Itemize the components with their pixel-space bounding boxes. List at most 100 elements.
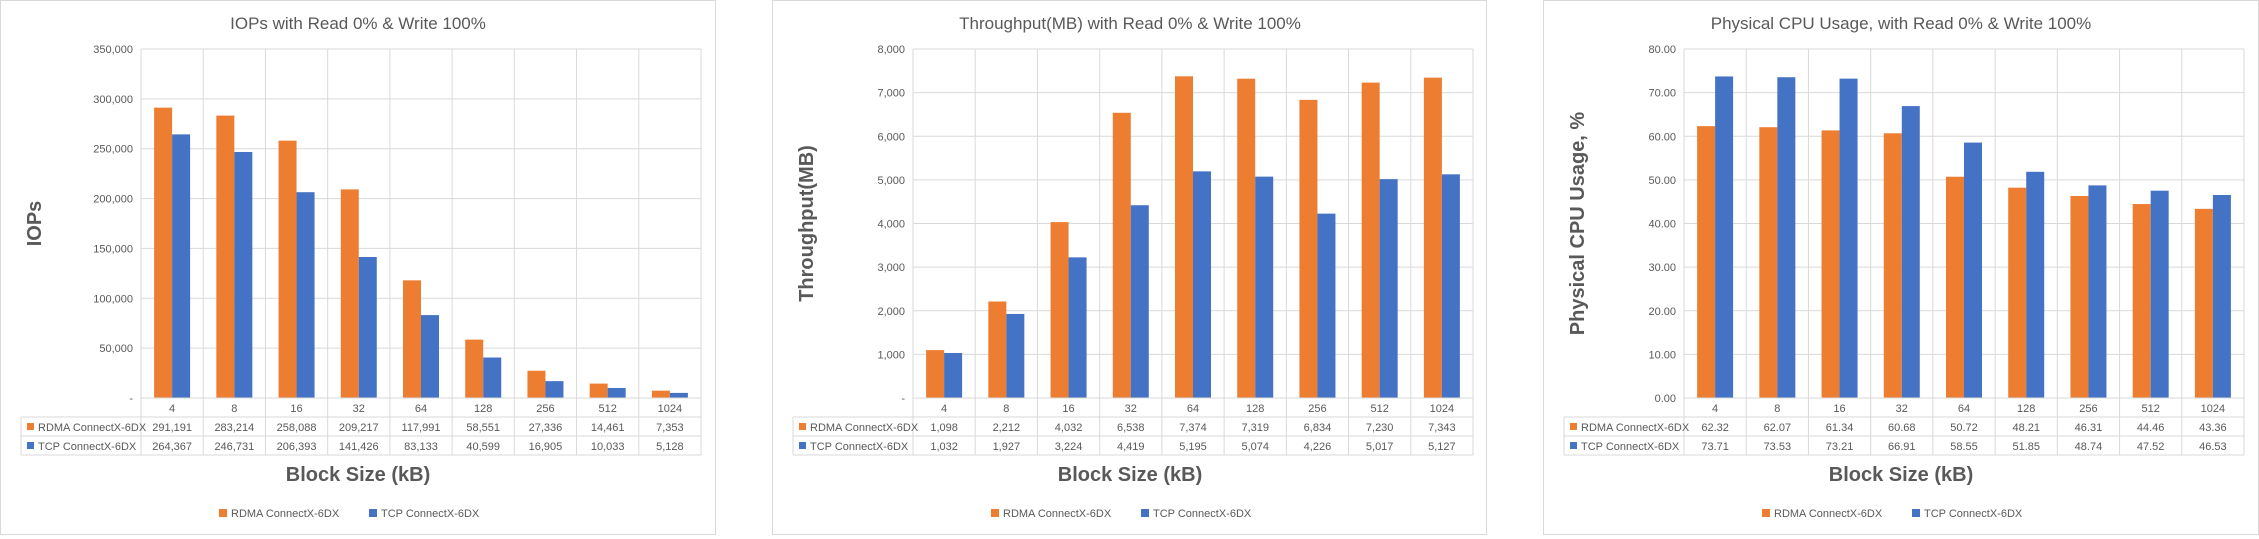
bar-rdma-16 (278, 140, 297, 398)
category-label: 8 (231, 403, 237, 415)
y-tick-label: 6,000 (877, 131, 905, 143)
x-axis-label: Block Size (kB) (1829, 464, 1973, 486)
y-tick-label: 8,000 (877, 44, 905, 56)
table-value: 44.46 (2137, 422, 2165, 434)
table-value: 46.31 (2075, 422, 2103, 434)
table-value: 73.21 (1826, 441, 1854, 453)
table-value: 2,212 (993, 422, 1021, 434)
legend-label: TCP ConnectX-6DX (381, 508, 480, 520)
table-series-name: RDMA ConnectX-6DX (38, 422, 147, 434)
table-value: 43.36 (2199, 422, 2227, 434)
table-value: 60.68 (1888, 422, 1916, 434)
bar-rdma-32 (1883, 133, 1902, 398)
y-tick-label: 0.00 (1655, 393, 1676, 405)
y-tick-label: 350,000 (93, 44, 133, 56)
bar-tcp-4 (944, 352, 963, 398)
throughput-chart-panel: Throughput(MB) with Read 0% & Write 100%… (772, 0, 1487, 535)
y-axis-label: Throughput(MB) (796, 145, 818, 302)
category-label: 512 (598, 403, 616, 415)
category-label: 128 (1246, 403, 1264, 415)
bar-tcp-16 (296, 192, 315, 398)
legend-swatch-tcp (1912, 509, 1920, 517)
bar-rdma-256 (527, 370, 546, 398)
bar-tcp-64 (421, 315, 439, 398)
table-value: 27,336 (529, 422, 563, 434)
category-label: 16 (1062, 403, 1074, 415)
x-axis-label: Block Size (kB) (1058, 464, 1202, 486)
table-value: 73.53 (1764, 441, 1792, 453)
category-label: 256 (2079, 403, 2097, 415)
y-tick-label: 250,000 (93, 144, 133, 156)
y-tick-label: 300,000 (93, 94, 133, 106)
bar-tcp-64 (1964, 142, 1982, 398)
bar-rdma-4 (154, 107, 173, 398)
bar-tcp-8 (1006, 313, 1025, 398)
table-value: 206,393 (277, 441, 317, 453)
table-series-name: RDMA ConnectX-6DX (810, 422, 919, 434)
y-tick-label: 1,000 (877, 349, 905, 361)
category-label: 128 (2017, 403, 2035, 415)
y-tick-label: 10.00 (1648, 349, 1676, 361)
bar-rdma-32 (340, 189, 359, 398)
legend-key-rdma (799, 423, 806, 430)
bar-tcp-128 (1255, 176, 1274, 398)
category-label: 1024 (1430, 403, 1454, 415)
bar-rdma-1024 (1423, 77, 1442, 399)
y-tick-label: 60.00 (1648, 131, 1676, 143)
legend-key-tcp (799, 442, 806, 449)
category-label: 32 (1896, 403, 1908, 415)
table-value: 14,461 (591, 422, 625, 434)
legend-label: RDMA ConnectX-6DX (1774, 508, 1883, 520)
table-value: 7,319 (1241, 422, 1269, 434)
category-label: 8 (1003, 403, 1009, 415)
bar-rdma-256 (2070, 195, 2089, 398)
category-label: 4 (1712, 403, 1718, 415)
bar-tcp-512 (607, 387, 626, 398)
table-value: 40,599 (466, 441, 500, 453)
legend-label: TCP ConnectX-6DX (1924, 508, 2023, 520)
table-value: 51.85 (2012, 441, 2040, 453)
category-label: 256 (1308, 403, 1326, 415)
bar-rdma-64 (1946, 176, 1964, 398)
table-value: 4,226 (1304, 441, 1332, 453)
legend-key-tcp (1570, 442, 1577, 449)
legend-swatch-rdma (219, 509, 227, 517)
bar-rdma-8 (988, 301, 1007, 398)
chart-title: Throughput(MB) with Read 0% & Write 100% (959, 14, 1301, 33)
table-value: 66.91 (1888, 441, 1916, 453)
y-tick-label: 4,000 (877, 219, 905, 231)
bar-rdma-16 (1050, 222, 1069, 398)
chart-title: Physical CPU Usage, with Read 0% & Write… (1711, 14, 2091, 33)
legend-swatch-rdma (1762, 509, 1770, 517)
bar-rdma-8 (1759, 127, 1778, 398)
category-label: 4 (941, 403, 947, 415)
bar-tcp-16 (1068, 257, 1087, 398)
bar-rdma-32 (1112, 112, 1131, 398)
table-value: 48.74 (2075, 441, 2103, 453)
table-value: 16,905 (529, 441, 563, 453)
table-value: 5,074 (1241, 441, 1269, 453)
category-label: 1024 (658, 403, 682, 415)
bar-rdma-128 (2008, 187, 2027, 398)
table-value: 117,991 (402, 422, 441, 434)
category-label: 128 (474, 403, 492, 415)
bar-tcp-8 (1777, 77, 1796, 398)
legend-swatch-tcp (369, 509, 377, 517)
y-tick-label: 30.00 (1648, 262, 1676, 274)
category-label: 64 (415, 403, 427, 415)
category-label: 64 (1958, 403, 1970, 415)
bar-tcp-4 (1715, 76, 1734, 398)
bar-rdma-16 (1821, 130, 1840, 399)
bar-rdma-256 (1299, 99, 1318, 398)
table-value: 1,098 (930, 422, 958, 434)
legend-key-tcp (27, 442, 34, 449)
bar-tcp-256 (1317, 213, 1336, 398)
bar-tcp-512 (2150, 190, 2169, 398)
y-axis-label: Physical CPU Usage, % (1567, 112, 1589, 336)
y-tick-label: 5,000 (877, 175, 905, 187)
table-value: 5,195 (1179, 441, 1207, 453)
table-value: 7,353 (656, 422, 684, 434)
bar-tcp-1024 (1441, 174, 1460, 398)
y-tick-label: 150,000 (93, 243, 133, 255)
category-label: 64 (1187, 403, 1199, 415)
